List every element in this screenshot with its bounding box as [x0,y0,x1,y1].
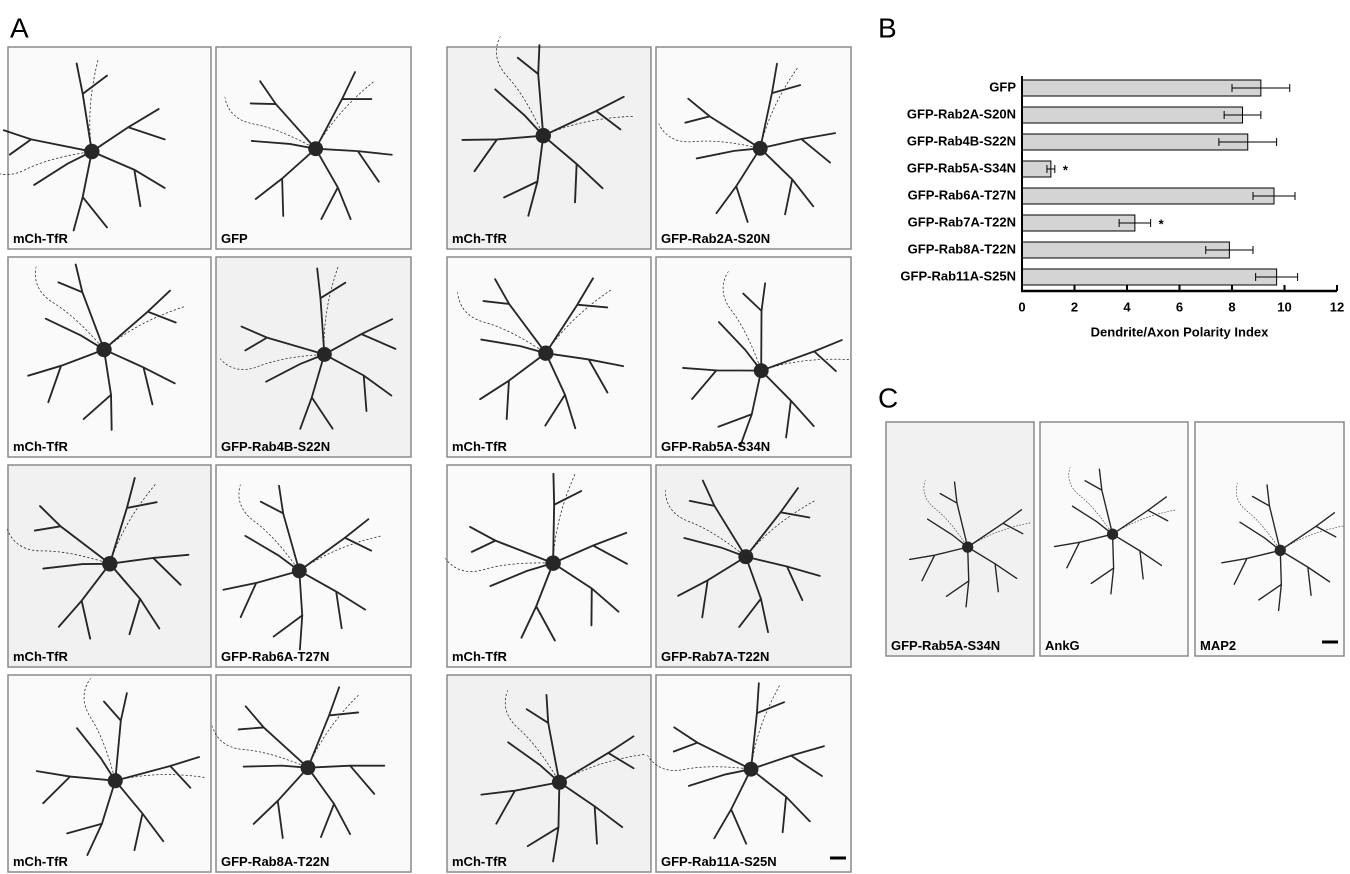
category-label: GFP-Rab8A-T22N [908,241,1016,256]
category-label: GFP-Rab11A-S25N [900,268,1016,283]
image-caption: mCh-TfR [452,649,507,664]
micrograph-frame [216,257,411,457]
x-tick-label: 2 [1071,299,1078,314]
micrograph-frame [8,47,211,249]
image-caption: mCh-TfR [13,854,68,869]
micrograph-frame [656,465,851,667]
x-tick-label: 6 [1176,299,1183,314]
image-caption: GFP-Rab5A-S34N [891,638,1000,653]
bar [1022,188,1274,204]
bar [1022,80,1261,96]
micrograph-frame [8,675,211,872]
bar [1022,242,1229,258]
micrograph-frame [447,47,651,249]
significance-mark: * [1063,162,1069,177]
micrograph-frame [886,422,1034,656]
image-caption: GFP-Rab4B-S22N [221,439,330,454]
panel-label: B [878,12,897,43]
image-caption: mCh-TfR [452,439,507,454]
category-label: GFP-Rab2A-S20N [907,106,1016,121]
image-caption: mCh-TfR [13,649,68,664]
category-label: GFP-Rab6A-T27N [908,187,1016,202]
category-label: GFP-Rab7A-T22N [908,214,1016,229]
bar [1022,269,1277,285]
x-tick-label: 8 [1228,299,1235,314]
panel-label: C [878,382,898,413]
bar [1022,134,1248,150]
image-caption: GFP-Rab5A-S34N [661,439,770,454]
image-caption: mCh-TfR [452,854,507,869]
image-caption: GFP-Rab8A-T22N [221,854,329,869]
x-tick-label: 12 [1330,299,1344,314]
x-tick-label: 10 [1277,299,1291,314]
image-caption: GFP-Rab11A-S25N [661,854,777,869]
x-axis-title: Dendrite/Axon Polarity Index [1091,324,1269,339]
micrograph-frame [216,675,411,872]
significance-mark: * [1159,216,1165,231]
image-caption: MAP2 [1200,638,1236,653]
micrograph-frame [656,257,851,457]
x-tick-label: 0 [1018,299,1025,314]
image-caption: GFP [221,231,248,246]
image-caption: GFP-Rab6A-T27N [221,649,329,664]
figure: A B C mCh-TfR GFP mCh-TfR GFP-Rab2A-S20N mCh… [0,0,1350,874]
image-caption: mCh-TfR [13,231,68,246]
micrograph-frame [1195,422,1344,656]
image-caption: mCh-TfR [452,231,507,246]
image-caption: GFP-Rab2A-S20N [661,231,770,246]
category-label: GFP-Rab5A-S34N [907,160,1016,175]
image-caption: mCh-TfR [13,439,68,454]
image-caption: GFP-Rab7A-T22N [661,649,769,664]
panel-label: A [10,12,29,43]
bar [1022,215,1135,231]
x-tick-label: 4 [1123,299,1131,314]
category-label: GFP [989,79,1016,94]
bar [1022,107,1243,123]
category-label: GFP-Rab4B-S22N [907,133,1016,148]
micrograph-frame [216,465,411,667]
image-caption: AnkG [1045,638,1080,653]
